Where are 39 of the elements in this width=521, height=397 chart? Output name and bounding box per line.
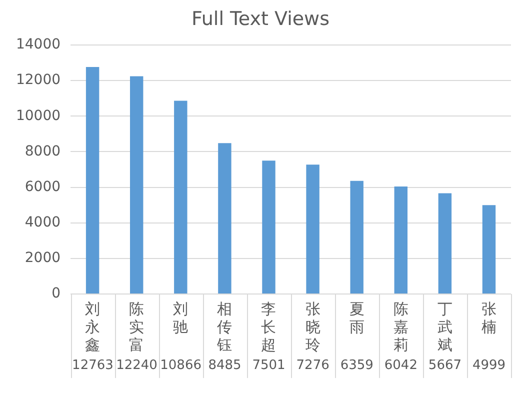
bar (174, 100, 188, 294)
bar (438, 193, 452, 294)
x-tick-label: 李长超 (260, 300, 277, 354)
bar (218, 143, 232, 294)
data-label: 4999 (472, 358, 506, 373)
x-tick-label: 刘永鑫 (84, 300, 101, 354)
x-tick-label: 夏雨 (348, 300, 365, 336)
y-tick-label: 2000 (24, 250, 61, 266)
data-label: 8485 (208, 358, 242, 373)
bar (130, 76, 144, 294)
data-label: 7501 (252, 358, 286, 373)
data-label: 7276 (296, 358, 330, 373)
y-tick-label: 10000 (16, 108, 61, 124)
y-tick-label: 6000 (24, 178, 61, 195)
data-label: 12763 (72, 358, 114, 373)
data-label: 6042 (384, 358, 418, 373)
bar (350, 180, 364, 294)
bar (86, 67, 100, 294)
x-tick-label: 陈实富 (128, 300, 145, 354)
y-tick-label: 0 (52, 286, 61, 302)
x-tick-label: 丁武斌 (436, 300, 453, 354)
bar (262, 160, 276, 294)
bar (482, 205, 496, 294)
x-tick-label: 陈嘉莉 (392, 300, 409, 354)
chart-title: Full Text Views (190, 8, 330, 30)
data-label: 5667 (428, 358, 462, 373)
x-tick-label: 张晓玲 (304, 300, 321, 354)
data-label: 10866 (160, 358, 202, 373)
data-label: 12240 (116, 358, 158, 373)
y-tick-label: 8000 (24, 143, 61, 160)
y-tick-label: 4000 (24, 214, 61, 230)
x-tick-label: 相传钰 (216, 300, 233, 354)
y-tick-label: 12000 (16, 72, 61, 88)
bar (394, 186, 408, 294)
x-tick-label: 张楠 (480, 300, 497, 336)
bar (306, 164, 320, 294)
y-tick-label: 14000 (16, 36, 61, 53)
data-label: 6359 (340, 358, 374, 373)
x-tick-label: 刘驰 (172, 300, 189, 336)
